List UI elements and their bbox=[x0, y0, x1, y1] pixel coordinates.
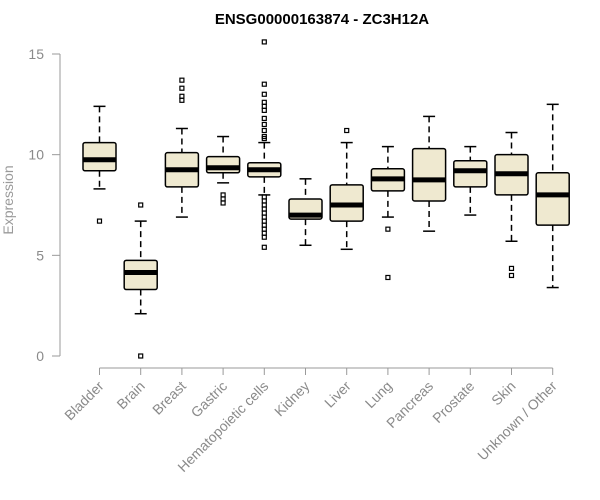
box-group bbox=[164, 77, 200, 218]
outlier-point bbox=[138, 353, 144, 359]
outlier-point bbox=[220, 200, 226, 206]
chart-title: ENSG00000163874 - ZC3H12A bbox=[215, 11, 429, 28]
outlier-point bbox=[261, 244, 267, 250]
outlier-point bbox=[261, 218, 267, 224]
outlier-point bbox=[261, 121, 267, 128]
outlier-point bbox=[261, 39, 267, 45]
iqr-box bbox=[453, 159, 488, 188]
outlier-point bbox=[261, 198, 267, 204]
x-tick-label: Kidney bbox=[271, 378, 313, 420]
box-group bbox=[205, 135, 241, 206]
y-tick-label: 5 bbox=[36, 247, 44, 263]
x-tick-label: Bladder bbox=[61, 378, 107, 424]
x-tick-label: Prostate bbox=[429, 378, 477, 426]
y-tick-label: 0 bbox=[36, 348, 44, 364]
outlier-point bbox=[261, 202, 267, 208]
outlier-point bbox=[261, 234, 267, 240]
outlier-point bbox=[385, 226, 391, 232]
outlier-point bbox=[179, 97, 185, 103]
outlier-point bbox=[261, 127, 267, 134]
box-group bbox=[82, 105, 117, 224]
outlier-point bbox=[138, 202, 144, 208]
box-group bbox=[453, 145, 488, 216]
iqr-box bbox=[411, 147, 447, 202]
box-group bbox=[494, 131, 529, 279]
outlier-point bbox=[508, 272, 515, 279]
iqr-box bbox=[123, 259, 158, 291]
box-group bbox=[123, 202, 158, 359]
boxes bbox=[82, 39, 570, 359]
x-tick-label: Brain bbox=[113, 378, 147, 412]
box-group bbox=[370, 145, 406, 281]
outlier-point bbox=[261, 222, 267, 228]
box-group bbox=[535, 103, 570, 289]
iqr-box bbox=[205, 155, 241, 174]
outlier-point bbox=[220, 192, 226, 198]
box-group bbox=[411, 115, 447, 232]
outlier-point bbox=[385, 274, 391, 281]
outlier-point bbox=[261, 214, 267, 220]
outlier-point bbox=[261, 210, 267, 216]
axes: 0 5 10 15 bbox=[28, 46, 553, 369]
outlier-point bbox=[220, 196, 226, 202]
outlier-point bbox=[261, 135, 267, 142]
outlier-point bbox=[344, 127, 350, 134]
outlier-point bbox=[508, 265, 515, 272]
outlier-point bbox=[261, 226, 267, 232]
box-group bbox=[329, 127, 364, 251]
x-tick-label: Lung bbox=[362, 378, 395, 411]
x-tick-label: Liver bbox=[321, 378, 354, 411]
outlier-point bbox=[96, 218, 103, 224]
iqr-box bbox=[535, 172, 570, 226]
box-group bbox=[288, 178, 323, 247]
outlier-point bbox=[261, 103, 267, 109]
y-tick-label: 15 bbox=[28, 46, 44, 62]
outlier-point bbox=[179, 93, 185, 99]
outlier-point bbox=[179, 77, 185, 83]
outlier-point bbox=[261, 81, 267, 87]
y-tick-label: 10 bbox=[28, 147, 44, 163]
iqr-box bbox=[82, 141, 117, 172]
x-tick-label: Breast bbox=[149, 378, 189, 418]
outlier-point bbox=[261, 230, 267, 236]
outlier-point bbox=[261, 115, 267, 122]
outlier-point bbox=[261, 107, 267, 113]
outlier-point bbox=[261, 206, 267, 212]
outlier-point bbox=[261, 99, 267, 105]
outlier-point bbox=[261, 91, 267, 97]
x-tick-label: Skin bbox=[488, 378, 519, 409]
outlier-point bbox=[179, 85, 185, 91]
y-axis-label: Expression bbox=[0, 165, 16, 234]
box-group bbox=[247, 39, 282, 250]
